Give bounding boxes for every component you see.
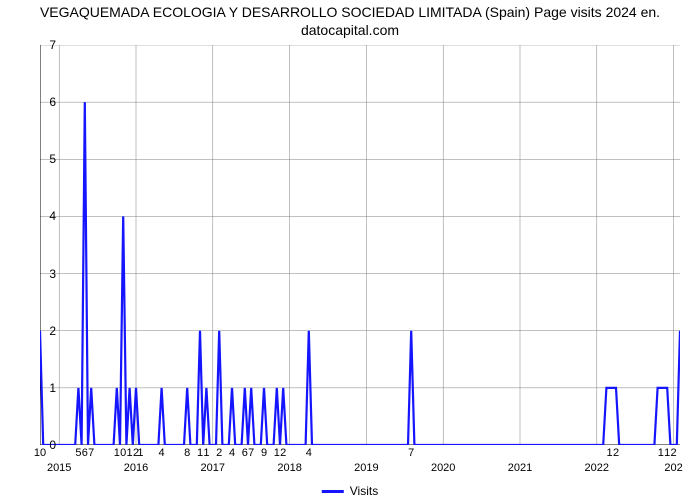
xtick-value-label: 0 — [120, 447, 126, 459]
xtick-value-label: 7 — [248, 447, 254, 459]
xtick-value-label: 1 — [274, 447, 280, 459]
ytick-label: 2 — [26, 324, 56, 338]
xtick-value-label: 9 — [261, 447, 267, 459]
plot-area — [40, 45, 680, 445]
xtick-value-label: 7 — [408, 447, 414, 459]
chart-title: VEGAQUEMADA ECOLOGIA Y DESARROLLO SOCIED… — [0, 4, 700, 39]
ytick-label: 3 — [26, 267, 56, 281]
xtick-value-label: 4 — [229, 447, 235, 459]
xtick-year-label: 2018 — [277, 462, 301, 474]
xtick-year-label: 2020 — [431, 462, 455, 474]
xtick-value-label: 2 — [613, 447, 619, 459]
xtick-value-label: 8 — [184, 447, 190, 459]
xtick-year-label: 2022 — [585, 462, 609, 474]
xtick-value-label: 10 — [34, 447, 46, 459]
xtick-year-label: 2015 — [47, 462, 71, 474]
ytick-label: 7 — [26, 38, 56, 52]
xtick-year-label: 2016 — [124, 462, 148, 474]
xtick-value-label: 6 — [242, 447, 248, 459]
xtick-value-label: 1 — [127, 447, 133, 459]
xtick-year-label: 2021 — [508, 462, 532, 474]
xtick-value-label: 2 — [216, 447, 222, 459]
xtick-value-label: 6 — [82, 447, 88, 459]
legend: Visits — [322, 484, 378, 498]
xtick-value-label: 2 — [280, 447, 286, 459]
xtick-year-label: 202 — [664, 462, 682, 474]
xtick-value-label: 1 — [664, 447, 670, 459]
plot-svg — [40, 45, 680, 445]
ytick-label: 6 — [26, 95, 56, 109]
ytick-label: 5 — [26, 152, 56, 166]
chart-container: VEGAQUEMADA ECOLOGIA Y DESARROLLO SOCIED… — [0, 0, 700, 500]
xtick-value-label: 1 — [607, 447, 613, 459]
xtick-value-label: 1 — [137, 447, 143, 459]
xtick-value-label: 5 — [75, 447, 81, 459]
legend-swatch — [322, 490, 344, 493]
ytick-label: 1 — [26, 381, 56, 395]
xtick-year-label: 2017 — [201, 462, 225, 474]
xtick-value-label: 2 — [671, 447, 677, 459]
legend-label: Visits — [350, 484, 378, 498]
ytick-label: 4 — [26, 209, 56, 223]
xtick-value-label: 1 — [658, 447, 664, 459]
xtick-value-label: 1 — [114, 447, 120, 459]
xtick-value-label: 4 — [306, 447, 312, 459]
xtick-value-label: 1 — [197, 447, 203, 459]
xtick-value-label: 1 — [203, 447, 209, 459]
xtick-value-label: 4 — [159, 447, 165, 459]
xtick-year-label: 2019 — [354, 462, 378, 474]
xtick-value-label: 7 — [88, 447, 94, 459]
